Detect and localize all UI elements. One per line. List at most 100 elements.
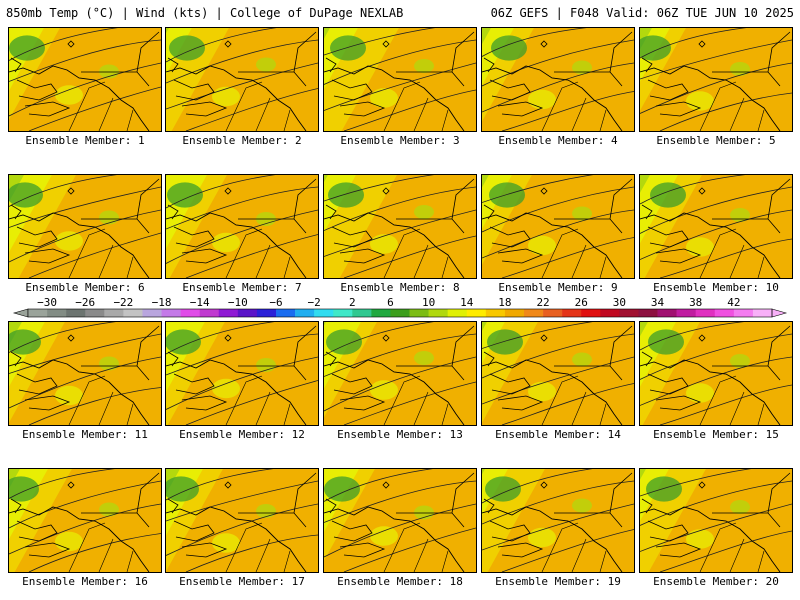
great-lakes-outline: [641, 204, 702, 264]
temperature-blotch: [212, 533, 240, 553]
state-lines: [383, 522, 449, 572]
temperature-blotch: [55, 385, 83, 406]
ensemble-member-label: Ensemble Member: 4: [498, 134, 618, 147]
state-lines: [383, 81, 449, 131]
state-border: [81, 31, 160, 87]
station-marker-icon: [67, 481, 75, 489]
ensemble-member-map: [639, 174, 793, 279]
temperature-blotch: [270, 542, 302, 566]
temperature-field-map: [640, 322, 792, 425]
ensemble-member-map: [639, 321, 793, 426]
station-marker-icon: [67, 187, 75, 195]
colorbar-tick-label: 2: [348, 296, 356, 309]
ensemble-member-label: Ensemble Member: 17: [179, 575, 305, 588]
state-lines: [699, 228, 765, 278]
coastline: [482, 359, 623, 425]
coastline: [324, 506, 465, 572]
colorbar-tick-label: 38: [689, 296, 703, 309]
isotherm-contour: [324, 356, 476, 412]
colorbar-tick-label: 14: [460, 296, 474, 309]
isotherm-contour: [324, 39, 476, 85]
state-border: [81, 325, 160, 381]
isotherm-contour: [324, 28, 435, 56]
temperature-blotch: [270, 101, 302, 125]
isotherm-contour: [482, 356, 634, 405]
temperature-blotch: [586, 248, 618, 272]
colorbar-swatch: [657, 309, 677, 317]
ensemble-member-map: [8, 27, 162, 132]
temperature-field-map: [324, 175, 476, 278]
state-lines: [541, 522, 607, 572]
temperature-blotch: [324, 476, 360, 502]
ensemble-member-label: Ensemble Member: 12: [179, 428, 305, 441]
temperature-blotch: [646, 476, 682, 502]
temperature-blotch: [55, 531, 83, 552]
colorbar-swatch: [752, 309, 773, 317]
isotherm-contour: [324, 62, 476, 111]
state-border: [396, 472, 475, 528]
colorbar-tick-label: −2: [307, 296, 321, 309]
temperature-blotch: [487, 329, 523, 355]
colorbar-right-arrow: [771, 308, 788, 318]
temperature-blotch: [686, 529, 714, 549]
colorbar-tick-label: 18: [498, 296, 512, 309]
great-lakes-outline: [483, 204, 544, 264]
ensemble-member-map: [481, 27, 635, 132]
great-lakes-outline: [483, 351, 544, 411]
state-lines: [68, 522, 134, 572]
isotherm-contour: [324, 322, 434, 356]
temperature-field-map: [166, 322, 318, 425]
temperature-blotch: [370, 234, 398, 254]
isotherm-contour: [166, 175, 276, 209]
colorbar-tick-label: −18: [151, 296, 172, 309]
great-lakes-outline: [167, 57, 228, 117]
station-marker-icon: [224, 40, 232, 48]
colorbar-tick-label: 26: [574, 296, 588, 309]
temperature-field-map: [640, 28, 792, 131]
temperature-blotch: [330, 35, 366, 61]
coastline: [166, 212, 307, 278]
temperature-blotch: [648, 329, 684, 355]
isotherm-contour: [482, 175, 594, 203]
ensemble-member-map: [323, 27, 477, 132]
state-border: [712, 325, 791, 381]
colorbar-swatch: [123, 309, 143, 317]
state-border: [554, 31, 633, 87]
ensemble-member-label: Ensemble Member: 19: [495, 575, 621, 588]
colorbar-tick-label: 42: [727, 296, 741, 309]
temperature-blotch: [586, 542, 618, 566]
temperature-blotch: [528, 381, 556, 402]
colorbar-swatch: [237, 309, 258, 317]
ensemble-member-label: Ensemble Member: 10: [653, 281, 779, 294]
colorbar-swatch: [581, 309, 601, 317]
colorbar-swatch: [104, 309, 124, 317]
coastline: [166, 65, 307, 131]
temperature-blotch: [99, 356, 119, 371]
temperature-field-map: [324, 28, 476, 131]
temperature-blotch: [169, 35, 205, 61]
colorbar-swatch: [485, 309, 506, 317]
station-marker-icon: [540, 481, 548, 489]
coastline: [324, 359, 465, 425]
colorbar-swatch: [85, 309, 105, 317]
colorbar-swatch: [295, 309, 315, 317]
isotherm-contour: [324, 186, 476, 231]
ensemble-member-label: Ensemble Member: 18: [337, 575, 463, 588]
coastline: [640, 212, 781, 278]
station-marker-icon: [540, 40, 548, 48]
great-lakes-outline: [325, 351, 386, 411]
colorbar-tick-label: 10: [421, 296, 436, 309]
temperature-blotch: [686, 237, 714, 257]
ensemble-member-label: Ensemble Member: 13: [337, 428, 463, 441]
temperature-blotch: [586, 395, 618, 419]
ensemble-member-label: Ensemble Member: 20: [653, 575, 779, 588]
ensemble-member-map: [165, 468, 319, 573]
coastline: [9, 359, 150, 425]
coastline: [324, 212, 465, 278]
colorbar-tick-label: −6: [269, 296, 283, 309]
ensemble-member-map: [8, 174, 162, 279]
isotherm-contour: [9, 503, 161, 555]
temperature-blotch: [686, 383, 714, 403]
colorbar-swatch: [199, 309, 220, 317]
coastline: [166, 506, 307, 572]
